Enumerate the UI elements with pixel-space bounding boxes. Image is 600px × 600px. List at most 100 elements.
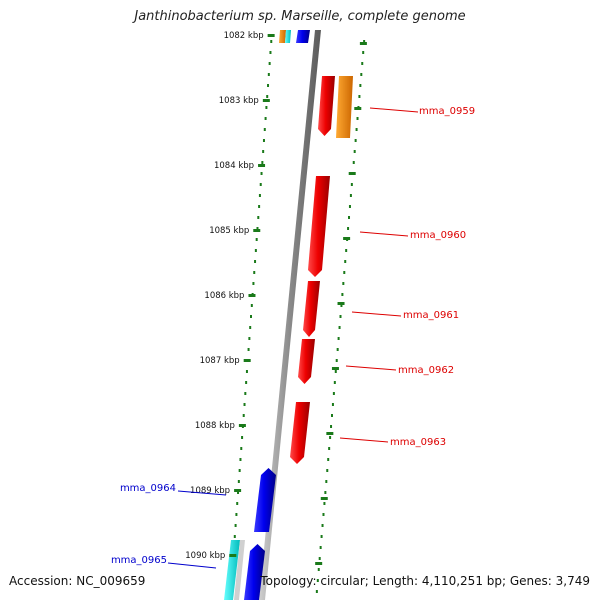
tick-ring-dot [237, 480, 240, 483]
gene-leader-line [351, 311, 402, 317]
kbp-tick [262, 99, 270, 102]
tick-ring-dot [237, 491, 240, 494]
kbp-tick [229, 554, 237, 557]
tick-ring-dot [247, 348, 250, 351]
gene-arrow [285, 30, 291, 43]
tick-ring-dot [264, 117, 267, 120]
kbp-label: 1082 kbp [224, 31, 264, 41]
tick-ring-dot [259, 183, 262, 186]
kbp-label: 1090 kbp [185, 551, 225, 561]
kbp-label: 1085 kbp [209, 226, 249, 236]
tick-ring-dot [238, 469, 241, 472]
genome-summary: Topology: circular; Length: 4,110,251 bp… [260, 574, 590, 588]
tick-ring-dot [233, 535, 236, 538]
kbp-tick [253, 229, 261, 232]
gene-leader-line [359, 231, 409, 237]
tick-ring-dot [319, 546, 322, 549]
kbp-label: 1086 kbp [204, 291, 244, 301]
tick-ring-dot [265, 106, 268, 109]
backbone-line [259, 30, 321, 600]
gene-arrow [234, 540, 245, 600]
tick-ring-dot [348, 205, 351, 208]
kbp-axis: 1082 kbp 1083 kbp 1084 kbp 1085 kbp 1086 kbp… [185, 31, 367, 565]
gene-arrow [254, 468, 276, 532]
tick-ring-dot [349, 194, 352, 197]
tick-ring-dot [252, 282, 255, 285]
tick-ring-dot [235, 513, 238, 516]
tick-ring-dot [258, 194, 261, 197]
kbp-tick [243, 359, 251, 362]
tick-ring-dot [266, 95, 269, 98]
gene-arrow [308, 176, 330, 277]
outer-tick [343, 237, 351, 240]
tick-ring-dot [359, 84, 362, 87]
gene-label: mma_0963 [390, 437, 446, 448]
tick-ring-dot [253, 271, 256, 274]
tick-ring-dot [342, 282, 345, 285]
tick-ring-dot [257, 216, 260, 219]
gene-label: mma_0962 [398, 365, 454, 376]
kbp-tick [258, 164, 266, 167]
tick-ring-dot [245, 370, 248, 373]
tick-ring-dot [345, 249, 348, 252]
kbp-tick [238, 424, 246, 427]
tick-ring-dot [320, 535, 323, 538]
tick-ring-dot [240, 447, 243, 450]
tick-ring-dot [347, 227, 350, 230]
tick-ring-dot [323, 502, 326, 505]
kbp-tick [267, 34, 275, 37]
tick-ring-dot [336, 348, 339, 351]
gene-leader-line [177, 490, 227, 496]
tick-ring-dot [330, 414, 333, 417]
tick-ring-dot [243, 403, 246, 406]
outer-tick [337, 302, 345, 305]
tick-ring-dot [328, 447, 331, 450]
gene-label: mma_0965 [111, 555, 167, 566]
outer-tick [315, 562, 323, 565]
tick-ring-dot [248, 337, 251, 340]
tick-ring-dot [360, 73, 363, 76]
tick-ring-dot [358, 95, 361, 98]
gene-labels: mma_0959 mma_0960 mma_0961 mma_0962 mma_0963… [111, 106, 475, 569]
gene-arrow [290, 402, 310, 464]
tick-ring-dot [352, 161, 355, 164]
tick-ring-dot [339, 315, 342, 318]
tick-ring-dot [317, 568, 320, 571]
tick-ring-dot [326, 469, 329, 472]
tick-ring-dot [270, 40, 273, 43]
tick-ring-dot [321, 524, 324, 527]
kbp-label: 1083 kbp [219, 96, 259, 106]
tick-ring-dot [256, 227, 259, 230]
tick-ring-dot [324, 491, 327, 494]
gene-arrow [318, 76, 335, 136]
tick-ring-dot [315, 590, 318, 593]
accession-text: Accession: NC_009659 [9, 574, 146, 588]
tick-ring-dot [333, 381, 336, 384]
tick-ring-dot [348, 216, 351, 219]
gene-leader-line [167, 562, 217, 569]
tick-ring-dot [355, 128, 358, 131]
outer-tick [320, 497, 328, 500]
tick-ring-dot [254, 249, 257, 252]
tick-ring-dot [329, 436, 332, 439]
tick-ring-dot [338, 326, 341, 329]
gene-arrow [298, 339, 315, 384]
tick-ring-dot [260, 172, 263, 175]
gene-arrow [244, 544, 265, 600]
outer-tick [359, 42, 367, 45]
tick-ring-dot [341, 293, 344, 296]
tick-ring-dot [343, 271, 346, 274]
map-title: Janthinobacterium sp. Marseille, complet… [134, 9, 466, 24]
gene-arrow [336, 76, 353, 138]
outer-tick [354, 107, 362, 110]
gene-leader-line [345, 365, 397, 371]
tick-ring-dot [322, 513, 325, 516]
tick-ring-dot [337, 337, 340, 340]
tick-ring-dot [239, 458, 242, 461]
tick-ring-dot [250, 315, 252, 318]
tick-ring-dot [363, 40, 366, 43]
tick-ring-dot [258, 205, 261, 208]
kbp-label: 1087 kbp [200, 356, 240, 366]
tick-ring-dot [356, 117, 359, 120]
